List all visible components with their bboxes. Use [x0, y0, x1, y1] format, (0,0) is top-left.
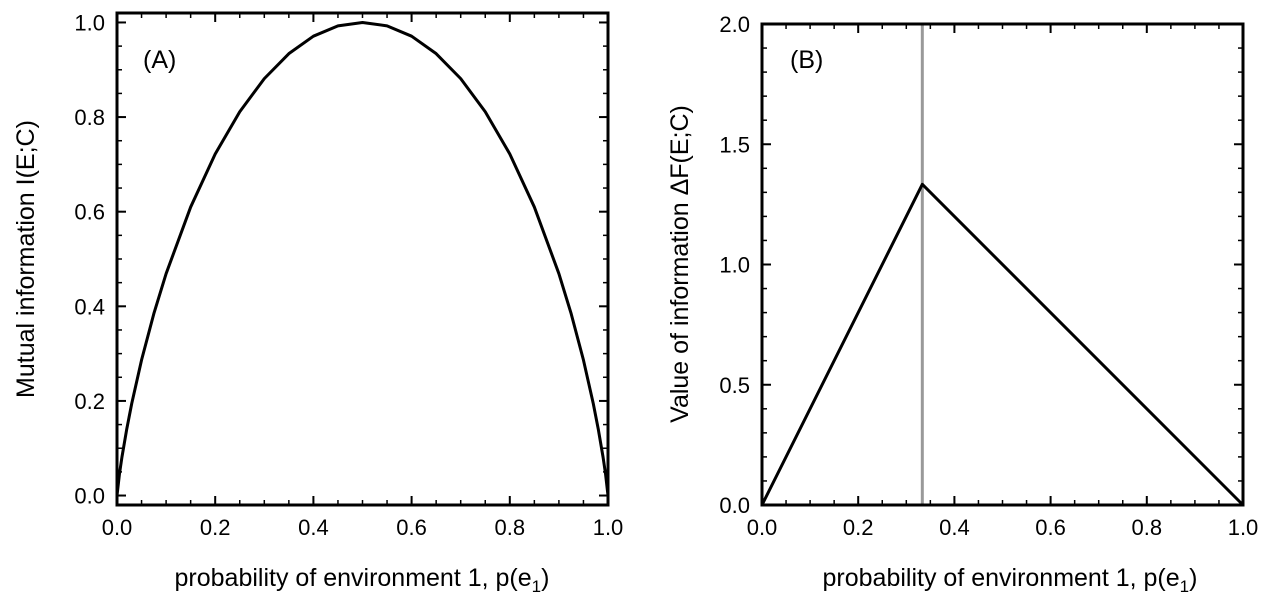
x-tick-label-b: 0.2 — [843, 515, 874, 540]
x-tick-label-a: 0.0 — [102, 515, 133, 540]
chart-panel-a: 0.0 0.2 0.4 0.6 0.8 1.0 0.0 0.2 0.4 0.6 0.8 1.0 (A)… — [12, 10, 623, 596]
y-tick-label-b: 0.5 — [719, 373, 750, 398]
x-tick-label-b: 0.8 — [1132, 515, 1163, 540]
x-tick-label-a: 0.6 — [396, 515, 427, 540]
panel-label-a: (A) — [143, 46, 176, 74]
series-line-b-0 — [760, 182, 1245, 507]
y-axis-label-b: Value of information ΔF(E;C) — [666, 105, 694, 423]
x-axis-label-b: probability of environment 1, p(e1) — [823, 564, 1198, 596]
panel-label-b: (B) — [790, 46, 823, 74]
x-tick-label-a: 0.8 — [495, 515, 526, 540]
chart-panel-b: 0.0 0.2 0.4 0.6 0.8 1.0 0.0 0.5 1.0 1.5 2.0 (B) pr… — [666, 12, 1258, 596]
x-axis-label-a: probability of environment 1, p(e1) — [175, 564, 550, 596]
series-line-a-0 — [115, 20, 610, 496]
y-tick-label-b: 1.5 — [719, 132, 750, 157]
y-tick-label-b: 0.0 — [719, 493, 750, 518]
plot-frame-a — [115, 11, 610, 507]
y-axis-label-a: Mutual information I(E;C) — [12, 120, 40, 398]
y-tick-label-a: 0.8 — [74, 105, 105, 130]
y-tick-label-a: 0.4 — [74, 294, 105, 319]
x-tick-label-a: 0.4 — [298, 515, 329, 540]
y-tick-label-a: 1.0 — [74, 10, 105, 35]
x-tick-label-b: 0.4 — [939, 515, 970, 540]
x-tick-label-a: 0.2 — [200, 515, 231, 540]
y-tick-label-a: 0.6 — [74, 200, 105, 225]
x-tick-label-a: 1.0 — [593, 515, 624, 540]
y-tick-label-b: 2.0 — [719, 12, 750, 37]
y-tick-label-b: 1.0 — [719, 253, 750, 278]
y-tick-label-a: 0.0 — [74, 484, 105, 509]
x-tick-label-b: 1.0 — [1228, 515, 1259, 540]
y-tick-label-a: 0.2 — [74, 389, 105, 414]
x-tick-label-b: 0.6 — [1035, 515, 1066, 540]
x-tick-label-b: 0.0 — [747, 515, 778, 540]
